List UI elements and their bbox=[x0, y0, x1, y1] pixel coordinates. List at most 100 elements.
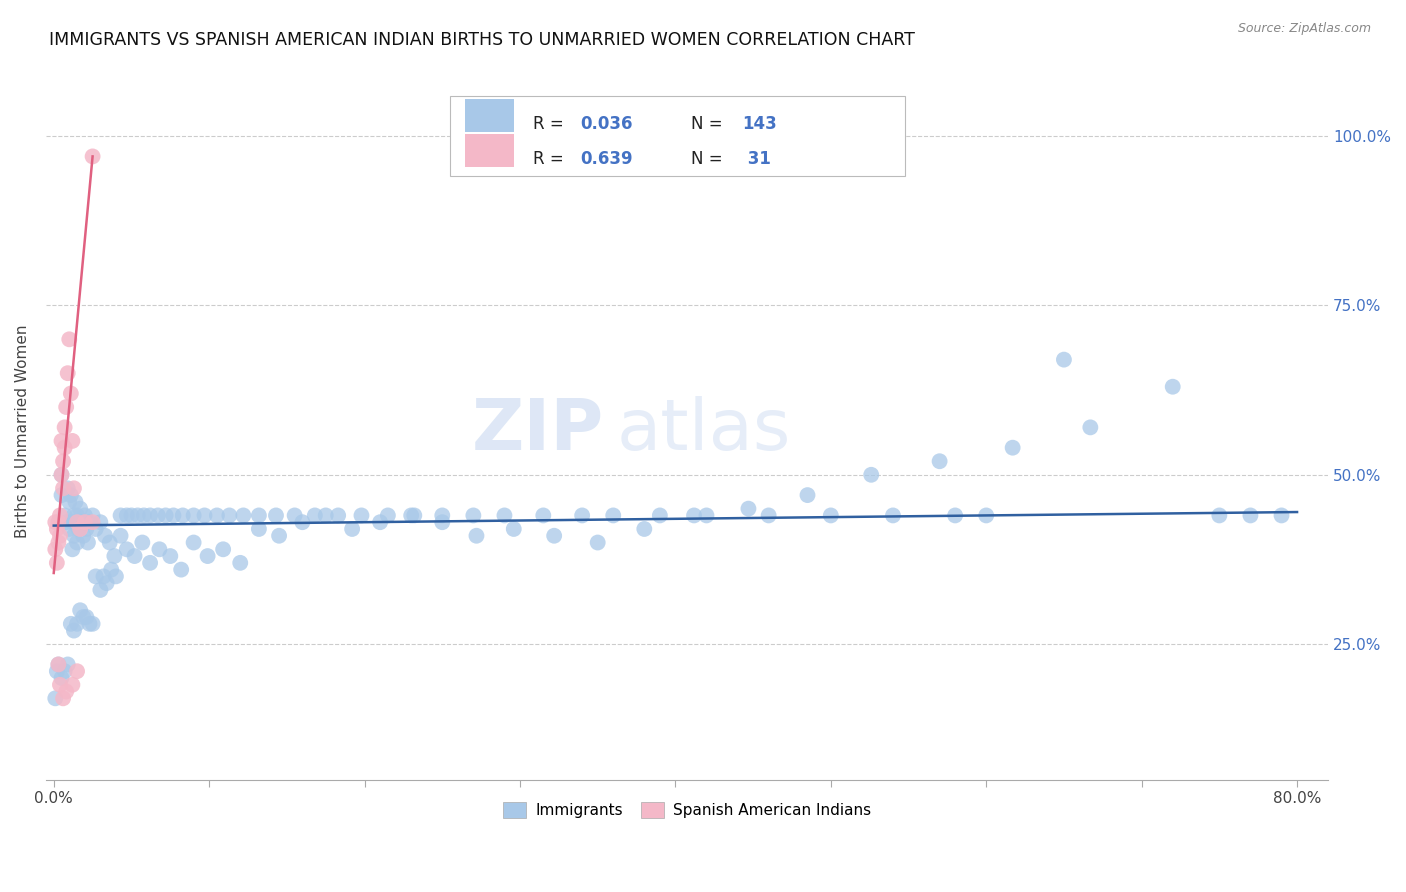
Point bbox=[377, 508, 399, 523]
Point bbox=[55, 400, 77, 414]
Point bbox=[162, 508, 184, 523]
Point bbox=[53, 441, 76, 455]
Point bbox=[44, 542, 66, 557]
Point bbox=[974, 508, 997, 523]
Point bbox=[100, 563, 122, 577]
Point bbox=[120, 508, 142, 523]
Point bbox=[1239, 508, 1261, 523]
Point bbox=[48, 657, 70, 672]
Text: R =: R = bbox=[533, 150, 569, 168]
Text: 143: 143 bbox=[742, 115, 778, 133]
Point bbox=[58, 495, 80, 509]
Point bbox=[602, 508, 624, 523]
Text: atlas: atlas bbox=[617, 396, 792, 466]
Point bbox=[758, 508, 780, 523]
Point bbox=[72, 610, 94, 624]
Point bbox=[269, 529, 291, 543]
Point bbox=[197, 549, 219, 563]
Point bbox=[44, 515, 66, 529]
Point bbox=[56, 657, 79, 672]
Point bbox=[45, 556, 67, 570]
Point bbox=[328, 508, 350, 523]
Point bbox=[89, 515, 111, 529]
Point bbox=[58, 332, 80, 346]
Point bbox=[820, 508, 842, 523]
Point bbox=[48, 657, 70, 672]
Point bbox=[463, 508, 485, 523]
Point bbox=[115, 542, 138, 557]
Point bbox=[139, 556, 162, 570]
Point bbox=[172, 508, 194, 523]
Point bbox=[1208, 508, 1230, 523]
Text: R =: R = bbox=[533, 115, 569, 133]
Point bbox=[73, 515, 96, 529]
Point bbox=[59, 488, 82, 502]
Point bbox=[695, 508, 717, 523]
Point bbox=[340, 522, 363, 536]
Point bbox=[1161, 380, 1184, 394]
Point bbox=[51, 671, 73, 685]
Point bbox=[494, 508, 516, 523]
Point bbox=[148, 542, 170, 557]
Point bbox=[48, 535, 70, 549]
Bar bbox=[465, 99, 515, 132]
Point bbox=[432, 508, 454, 523]
Point bbox=[82, 616, 104, 631]
Point bbox=[67, 522, 90, 536]
Point bbox=[66, 616, 89, 631]
FancyBboxPatch shape bbox=[450, 95, 905, 176]
Point bbox=[98, 535, 121, 549]
Point bbox=[218, 508, 240, 523]
Point bbox=[65, 495, 87, 509]
Point bbox=[315, 508, 337, 523]
Point bbox=[82, 515, 104, 529]
Point bbox=[72, 529, 94, 543]
Point bbox=[49, 678, 72, 692]
Bar bbox=[465, 134, 515, 167]
Point bbox=[59, 386, 82, 401]
Point bbox=[432, 515, 454, 529]
Point bbox=[44, 691, 66, 706]
Point bbox=[56, 481, 79, 495]
Text: N =: N = bbox=[690, 150, 728, 168]
Point bbox=[212, 542, 235, 557]
Point bbox=[350, 508, 373, 523]
Point bbox=[104, 569, 127, 583]
Point bbox=[465, 529, 488, 543]
Point bbox=[170, 563, 193, 577]
Point bbox=[79, 515, 101, 529]
Point bbox=[52, 691, 75, 706]
Point bbox=[683, 508, 706, 523]
Point bbox=[79, 616, 101, 631]
Point bbox=[132, 508, 155, 523]
Point bbox=[399, 508, 422, 523]
Point bbox=[69, 501, 91, 516]
Point bbox=[146, 508, 169, 523]
Point bbox=[155, 508, 177, 523]
Point bbox=[52, 481, 75, 495]
Text: ZIP: ZIP bbox=[471, 396, 603, 466]
Point bbox=[65, 515, 87, 529]
Point bbox=[633, 522, 655, 536]
Point bbox=[737, 501, 759, 516]
Point bbox=[60, 434, 83, 448]
Point bbox=[229, 556, 252, 570]
Point bbox=[404, 508, 426, 523]
Point bbox=[93, 569, 115, 583]
Point bbox=[51, 434, 73, 448]
Point bbox=[48, 515, 70, 529]
Point bbox=[131, 535, 153, 549]
Point bbox=[77, 535, 100, 549]
Y-axis label: Births to Unmarried Women: Births to Unmarried Women bbox=[15, 324, 30, 538]
Point bbox=[60, 678, 83, 692]
Point bbox=[110, 508, 132, 523]
Point bbox=[115, 508, 138, 523]
Point bbox=[55, 684, 77, 698]
Point bbox=[70, 515, 93, 529]
Point bbox=[45, 522, 67, 536]
Point bbox=[51, 467, 73, 482]
Point bbox=[84, 569, 107, 583]
Point bbox=[53, 508, 76, 523]
Point bbox=[66, 664, 89, 678]
Point bbox=[284, 508, 307, 523]
